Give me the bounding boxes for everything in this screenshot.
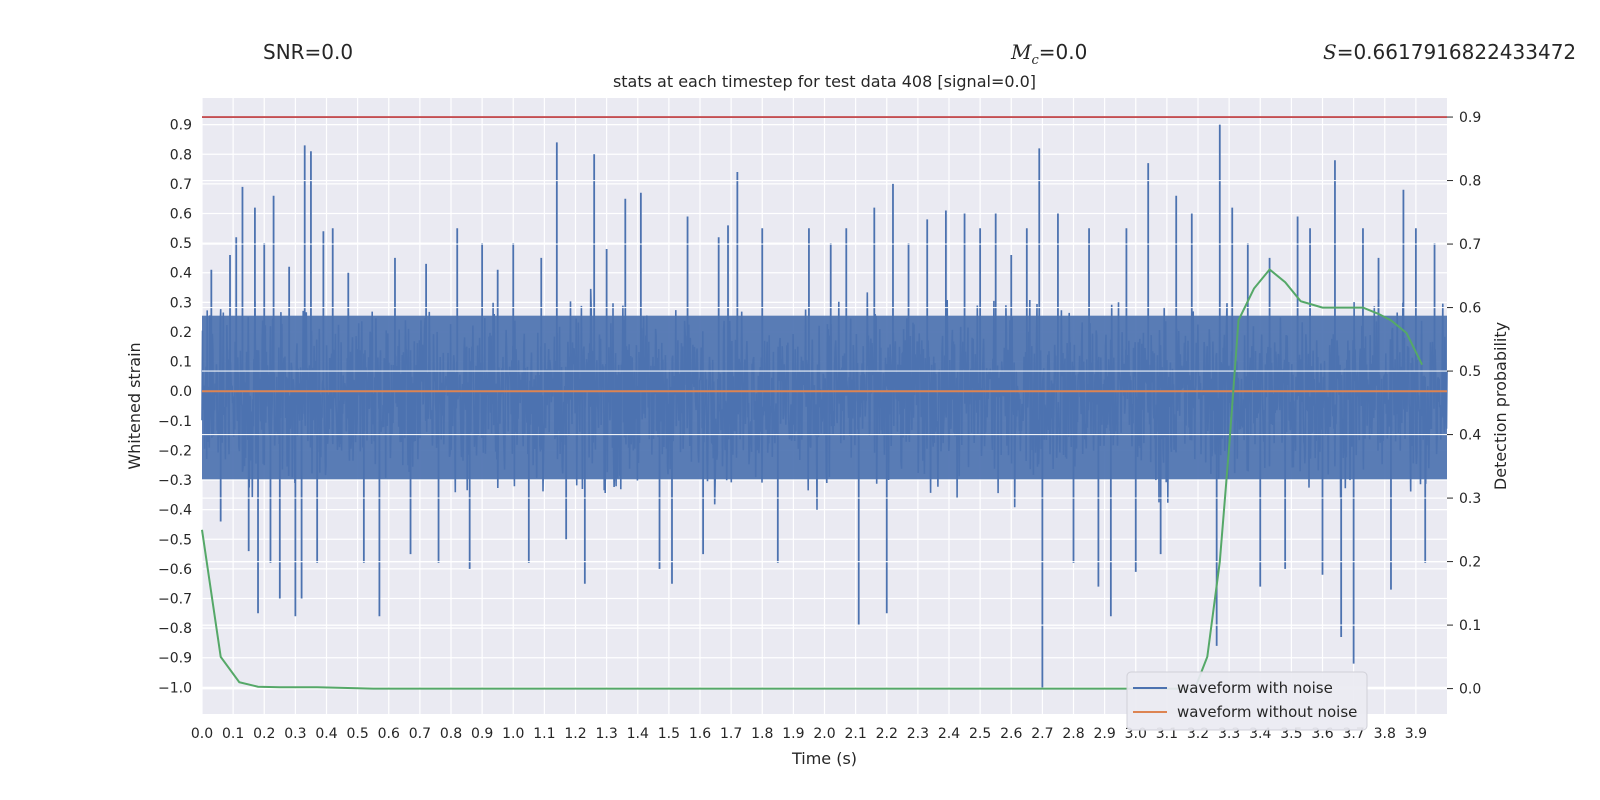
- y-tick-label-left: 0.9: [170, 118, 192, 134]
- x-tick-label: 2.0: [813, 726, 835, 742]
- x-tick-label: 2.8: [1062, 726, 1084, 742]
- y-tick-label-left: 0.2: [170, 325, 192, 341]
- x-tick-label: 1.2: [564, 726, 586, 742]
- x-tick-label: 0.8: [440, 726, 462, 742]
- y-tick-label-right: 0.7: [1459, 237, 1481, 253]
- chirp-mass-header: Mc=0.0: [1011, 40, 1087, 68]
- y-tick-label-left: 0.6: [170, 207, 192, 223]
- y-tick-label-left: −0.7: [158, 592, 192, 608]
- y-tick-label-left: −0.4: [158, 503, 192, 519]
- x-tick-label: 1.1: [533, 726, 555, 742]
- x-tick-label: 0.6: [378, 726, 400, 742]
- x-tick-label: 2.7: [1031, 726, 1053, 742]
- x-tick-label: 2.6: [1000, 726, 1022, 742]
- y-tick-label-right: 0.8: [1459, 174, 1481, 190]
- x-tick-label: 1.4: [627, 726, 649, 742]
- x-tick-label: 2.4: [938, 726, 960, 742]
- legend-entry-clean: waveform without noise: [1177, 703, 1357, 721]
- x-tick-label: 0.4: [315, 726, 337, 742]
- mc-symbol: M: [1011, 40, 1032, 64]
- x-tick-label: 0.3: [284, 726, 306, 742]
- x-tick-label: 1.3: [595, 726, 617, 742]
- y-tick-label-right: 0.1: [1459, 618, 1481, 634]
- x-tick-label: 0.7: [409, 726, 431, 742]
- x-tick-label: 1.0: [502, 726, 524, 742]
- x-tick-label: 2.3: [907, 726, 929, 742]
- x-tick-label: 0.2: [253, 726, 275, 742]
- y-tick-label-left: −0.8: [158, 621, 192, 637]
- x-tick-label: 2.1: [844, 726, 866, 742]
- legend-entry-noise: waveform with noise: [1177, 679, 1333, 697]
- detection-probability-line: [201, 268, 1423, 690]
- y-tick-label-right: 0.5: [1459, 364, 1481, 380]
- x-tick-label: 0.0: [191, 726, 213, 742]
- x-axis-label: Time (s): [791, 749, 857, 768]
- y-tick-label-left: 0.5: [170, 236, 192, 252]
- y-tick-label-left: −0.6: [158, 562, 192, 578]
- y-axis-label-right: Detection probability: [1491, 322, 1510, 490]
- x-tick-label: 0.1: [222, 726, 244, 742]
- legend: waveform with noise waveform without noi…: [1126, 671, 1368, 731]
- x-tick-label: 1.8: [751, 726, 773, 742]
- x-tick-label: 2.2: [876, 726, 898, 742]
- y-tick-label-right: 0.3: [1459, 491, 1481, 507]
- x-tick-label: 1.5: [658, 726, 680, 742]
- snr-header: SNR=0.0: [263, 40, 354, 64]
- x-tick-label: 2.9: [1093, 726, 1115, 742]
- y-tick-label-left: 0.1: [170, 355, 192, 371]
- chart-marks: [201, 116, 1447, 690]
- y-tick-label-left: −0.5: [158, 532, 192, 548]
- y-tick-label-left: −0.1: [158, 414, 192, 430]
- legend-box: [1126, 671, 1368, 731]
- x-tick-label: 3.8: [1374, 726, 1396, 742]
- x-tick-label: 1.9: [782, 726, 804, 742]
- noise-core-band: [202, 315, 1447, 480]
- y-tick-label-left: 0.4: [170, 266, 192, 282]
- y-tick-label-left: −0.9: [158, 651, 192, 667]
- y-tick-label-right: 0.6: [1459, 301, 1481, 317]
- y-tick-label-right: 0.2: [1459, 555, 1481, 571]
- y-tick-label-right: 0.9: [1459, 110, 1481, 126]
- y-tick-label-left: −0.2: [158, 443, 192, 459]
- y-tick-label-left: −0.3: [158, 473, 192, 489]
- y-tick-label-left: 0.8: [170, 147, 192, 163]
- y-tick-label-left: 0.0: [170, 384, 192, 400]
- mc-subscript: c: [1031, 53, 1039, 68]
- y-tick-label-right: 0.0: [1459, 682, 1481, 698]
- y-axis-label-left: Whitened strain: [125, 342, 144, 469]
- mc-value: =0.0: [1038, 40, 1088, 64]
- x-tick-label: 1.7: [720, 726, 742, 742]
- score-header: S=0.6617916822433472: [1323, 40, 1576, 64]
- x-tick-label: 2.5: [969, 726, 991, 742]
- x-tick-label: 3.9: [1405, 726, 1427, 742]
- s-value: =0.6617916822433472: [1336, 40, 1577, 64]
- y-tick-label-left: 0.7: [170, 177, 192, 193]
- s-symbol: S: [1323, 40, 1337, 64]
- y-tick-label-left: −1.0: [158, 680, 192, 696]
- chart-title: stats at each timestep for test data 408…: [613, 72, 1036, 91]
- x-tick-label: 0.5: [346, 726, 368, 742]
- x-tick-label: 0.9: [471, 726, 493, 742]
- y-tick-label-left: 0.3: [170, 295, 192, 311]
- y-tick-label-right: 0.4: [1459, 428, 1481, 444]
- x-tick-label: 1.6: [689, 726, 711, 742]
